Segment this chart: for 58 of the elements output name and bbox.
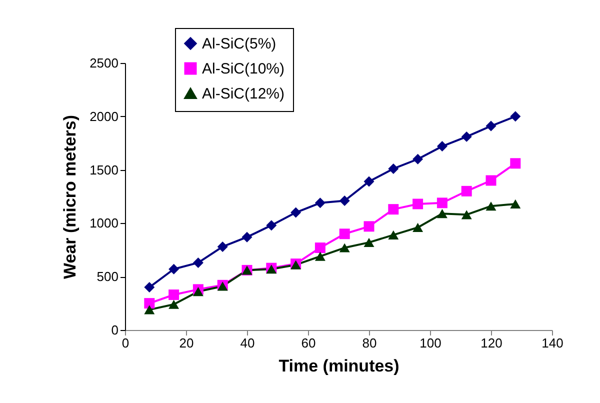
point <box>364 221 374 232</box>
point <box>510 158 521 169</box>
point <box>242 232 252 242</box>
point <box>168 290 180 300</box>
point <box>461 210 472 220</box>
x-tick-label: 100 <box>420 336 442 350</box>
point <box>364 238 374 247</box>
x-tick-label: 40 <box>240 336 255 350</box>
y-tick-label: 1000 <box>90 216 118 231</box>
y-tick-label: 0 <box>111 322 118 338</box>
point <box>314 242 326 254</box>
legend-label: Al-SiC(5%) <box>202 36 276 52</box>
point <box>339 196 350 206</box>
point <box>266 220 277 231</box>
point <box>486 202 496 211</box>
point <box>192 257 204 268</box>
point <box>486 120 496 132</box>
y-axis-title: Wear (micro meters) <box>60 114 80 280</box>
x-tick-label: 60 <box>301 336 316 350</box>
y-tick-label: 1500 <box>90 162 118 178</box>
point <box>388 163 399 174</box>
y-tick-label: 2000 <box>90 108 118 124</box>
point <box>217 241 228 252</box>
x-tick-label: 120 <box>480 336 502 350</box>
point <box>486 175 496 186</box>
point <box>412 198 424 210</box>
point <box>436 198 448 208</box>
point <box>144 298 155 309</box>
point <box>339 228 350 240</box>
x-tick-label: 140 <box>542 336 564 350</box>
point <box>168 264 180 274</box>
point <box>314 252 326 261</box>
x-tick-label: 80 <box>362 336 377 350</box>
y-tick-label: 500 <box>96 269 118 284</box>
legend-label: Al-SiC(10%) <box>202 60 285 78</box>
point <box>339 243 350 252</box>
point <box>290 207 302 218</box>
point <box>144 282 155 293</box>
point <box>388 230 399 240</box>
y-tick-label: 2500 <box>90 56 118 70</box>
legend-label: Al-SiC(12%) <box>202 86 285 102</box>
point <box>461 186 472 196</box>
point <box>412 154 424 164</box>
point <box>192 287 204 296</box>
x-axis-title: Time (minutes) <box>278 356 400 376</box>
x-tick-label: 20 <box>179 336 194 350</box>
point <box>510 111 521 122</box>
point <box>364 176 374 187</box>
point <box>168 300 180 309</box>
point <box>314 198 326 208</box>
point <box>412 222 424 232</box>
point <box>510 199 521 209</box>
point <box>461 131 472 142</box>
point <box>144 305 155 314</box>
point <box>436 141 448 152</box>
point <box>388 204 399 215</box>
point <box>436 209 448 218</box>
x-tick-label: 0 <box>122 336 130 350</box>
